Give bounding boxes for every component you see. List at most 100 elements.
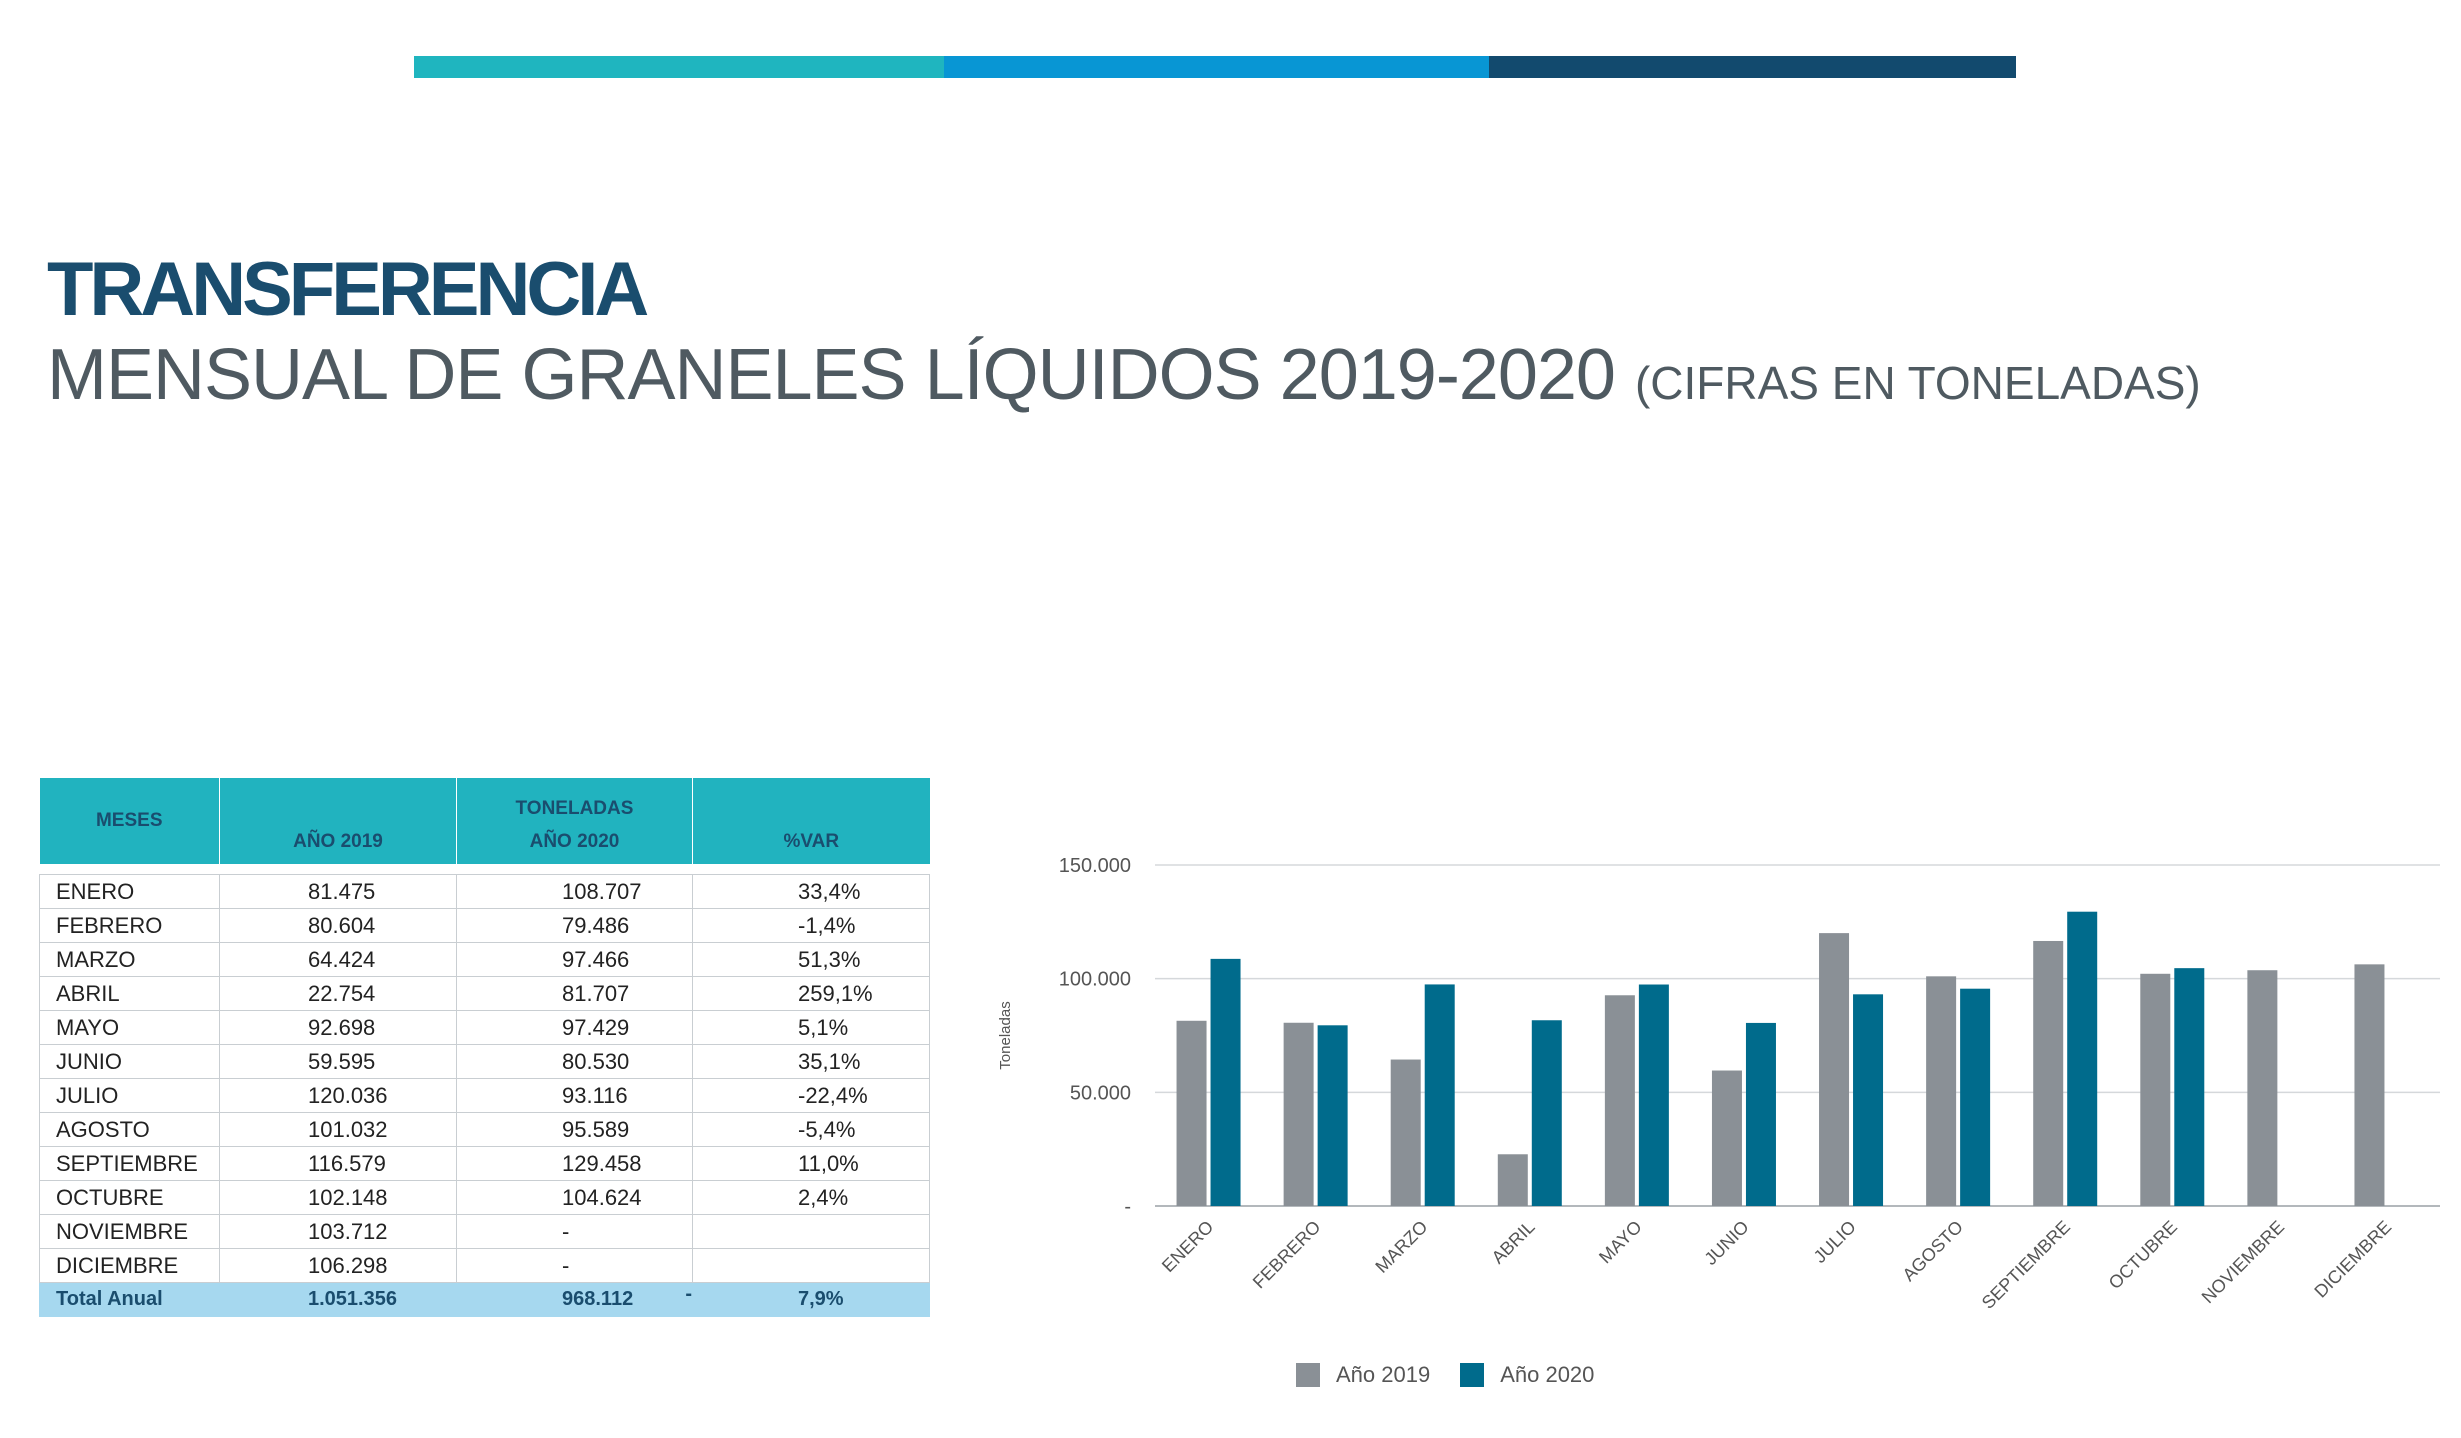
y-axis-label: Toneladas <box>997 1001 1014 1069</box>
cell-2020: 108.707 <box>456 874 693 909</box>
bar-2020 <box>1317 1025 1348 1206</box>
x-tick-label: JUNIO <box>1700 1217 1752 1269</box>
col-header-2019: AÑO 2019 <box>219 820 457 864</box>
cell-2019: 22.754 <box>219 976 457 1011</box>
cell-2019: 120.036 <box>219 1078 457 1113</box>
cell-mes: JULIO <box>39 1078 220 1113</box>
cell-var: 2,4% <box>692 1180 930 1215</box>
bar-2020 <box>1745 1022 1776 1206</box>
cell-2020: 95.589 <box>456 1112 693 1147</box>
cell-2019: 92.698 <box>219 1010 457 1045</box>
x-tick-label: NOVIEMBRE <box>2198 1217 2289 1308</box>
legend-label-2020: Año 2020 <box>1500 1362 1595 1387</box>
cell-mes: NOVIEMBRE <box>39 1214 220 1249</box>
cell-mes: SEPTIEMBRE <box>39 1146 220 1181</box>
y-tick-label: - <box>1124 1196 1131 1218</box>
bar-2019 <box>2247 970 2278 1206</box>
total-dash: - <box>685 1283 692 1305</box>
x-tick-label: ABRIL <box>1488 1217 1539 1268</box>
legend-item-2020: Año 2020 <box>1460 1362 1594 1388</box>
bar-2019 <box>1711 1070 1742 1206</box>
x-tick-label: MAYO <box>1595 1217 1646 1268</box>
total-2020: 968.112 <box>562 1288 634 1310</box>
cell-2020: 97.466 <box>456 942 693 977</box>
bar-2019 <box>2140 973 2171 1206</box>
cell-mes: JUNIO <box>39 1044 220 1079</box>
accent-segment-navy <box>1489 56 2016 78</box>
cell-2019: 101.032 <box>219 1112 457 1147</box>
col-header-var: %VAR <box>692 820 930 864</box>
monthly-table: MESES TONELADAS AÑO 2019 AÑO 2020 %VAR E… <box>39 778 930 1317</box>
page-title: TRANSFERENCIA <box>47 247 649 332</box>
bar-2019 <box>1497 1154 1528 1206</box>
cell-var: 11,0% <box>692 1146 930 1181</box>
top-accent-bar <box>414 56 2016 78</box>
legend-swatch-2019 <box>1296 1363 1320 1387</box>
x-tick-label: JULIO <box>1810 1217 1860 1267</box>
table-row: FEBRERO 80.604 79.486 -1,4% <box>39 908 930 943</box>
cell-2019: 106.298 <box>219 1248 457 1283</box>
cell-2020: - <box>456 1248 693 1283</box>
cell-var <box>692 1214 930 1249</box>
bar-2019 <box>2354 964 2385 1206</box>
cell-var: -5,4% <box>692 1112 930 1147</box>
table-total-row: Total Anual 1.051.356 968.112 - 7,9% <box>39 1282 930 1317</box>
cell-var: 35,1% <box>692 1044 930 1079</box>
x-tick-label: MARZO <box>1371 1217 1431 1277</box>
page-subtitle: MENSUAL DE GRANELES LÍQUIDOS 2019-2020 (C… <box>47 330 2201 440</box>
x-tick-label: ENERO <box>1158 1217 1217 1276</box>
table-row: JULIO 120.036 93.116 -22,4% <box>39 1078 930 1113</box>
cell-2020: 80.530 <box>456 1044 693 1079</box>
cell-2019: 116.579 <box>219 1146 457 1181</box>
x-tick-label: OCTUBRE <box>2105 1217 2181 1293</box>
table-row: JUNIO 59.595 80.530 35,1% <box>39 1044 930 1079</box>
table-row: OCTUBRE 102.148 104.624 2,4% <box>39 1180 930 1215</box>
bar-2020 <box>1638 984 1669 1206</box>
cell-mes: DICIEMBRE <box>39 1248 220 1283</box>
y-tick-label: 150.000 <box>1059 855 1131 877</box>
subtitle-text: MENSUAL DE GRANELES LÍQUIDOS 2019-2020 <box>47 335 1616 415</box>
bar-2020 <box>1424 984 1455 1206</box>
cell-mes: ENERO <box>39 874 220 909</box>
bar-2020 <box>1531 1020 1562 1206</box>
y-tick-label: 50.000 <box>1070 1082 1131 1104</box>
bar-2020 <box>2174 968 2205 1206</box>
cell-2019: 81.475 <box>219 874 457 909</box>
col-header-blank-2 <box>692 778 930 820</box>
cell-2020: 97.429 <box>456 1010 693 1045</box>
table-row: AGOSTO 101.032 95.589 -5,4% <box>39 1112 930 1147</box>
cell-2020: - <box>456 1214 693 1249</box>
bar-2019 <box>1283 1022 1314 1206</box>
cell-mes: AGOSTO <box>39 1112 220 1147</box>
col-header-blank-1 <box>219 778 457 820</box>
table-row: ENERO 81.475 108.707 33,4% <box>39 874 930 909</box>
cell-2020: 79.486 <box>456 908 693 943</box>
x-tick-label: DICIEMBRE <box>2310 1217 2395 1302</box>
total-label: Total Anual <box>39 1282 220 1317</box>
bar-2019 <box>1926 976 1957 1206</box>
cell-var: 51,3% <box>692 942 930 977</box>
subtitle-note: (CIFRAS EN TONELADAS) <box>1634 357 2201 409</box>
x-tick-label: AGOSTO <box>1899 1217 1967 1285</box>
bar-2020 <box>1853 994 1884 1206</box>
cell-2020: 104.624 <box>456 1180 693 1215</box>
cell-2019: 64.424 <box>219 942 457 977</box>
bar-chart: - 50.000 100.000 150.000 Toneladas ENERO FEBRE… <box>997 855 2440 1313</box>
cell-var: 33,4% <box>692 874 930 909</box>
col-header-toneladas: TONELADAS <box>456 778 693 820</box>
bar-2020 <box>1960 988 1991 1206</box>
x-tick-label: FEBRERO <box>1249 1217 1325 1293</box>
table-row: SEPTIEMBRE 116.579 129.458 11,0% <box>39 1146 930 1181</box>
cell-2019: 103.712 <box>219 1214 457 1249</box>
cell-2020: 93.116 <box>456 1078 693 1113</box>
legend-swatch-2020 <box>1460 1363 1485 1387</box>
cell-var: -22,4% <box>692 1078 930 1113</box>
cell-mes: MARZO <box>39 942 220 977</box>
cell-mes: ABRIL <box>39 976 220 1011</box>
cell-mes: MAYO <box>39 1010 220 1045</box>
legend-item-2019: Año 2019 <box>1296 1362 1430 1388</box>
bar-2019 <box>2033 940 2064 1206</box>
chart-legend: Año 2019 Año 2020 <box>1296 1362 1624 1388</box>
total-2019: 1.051.356 <box>219 1282 457 1317</box>
bar-2020 <box>1210 958 1241 1206</box>
